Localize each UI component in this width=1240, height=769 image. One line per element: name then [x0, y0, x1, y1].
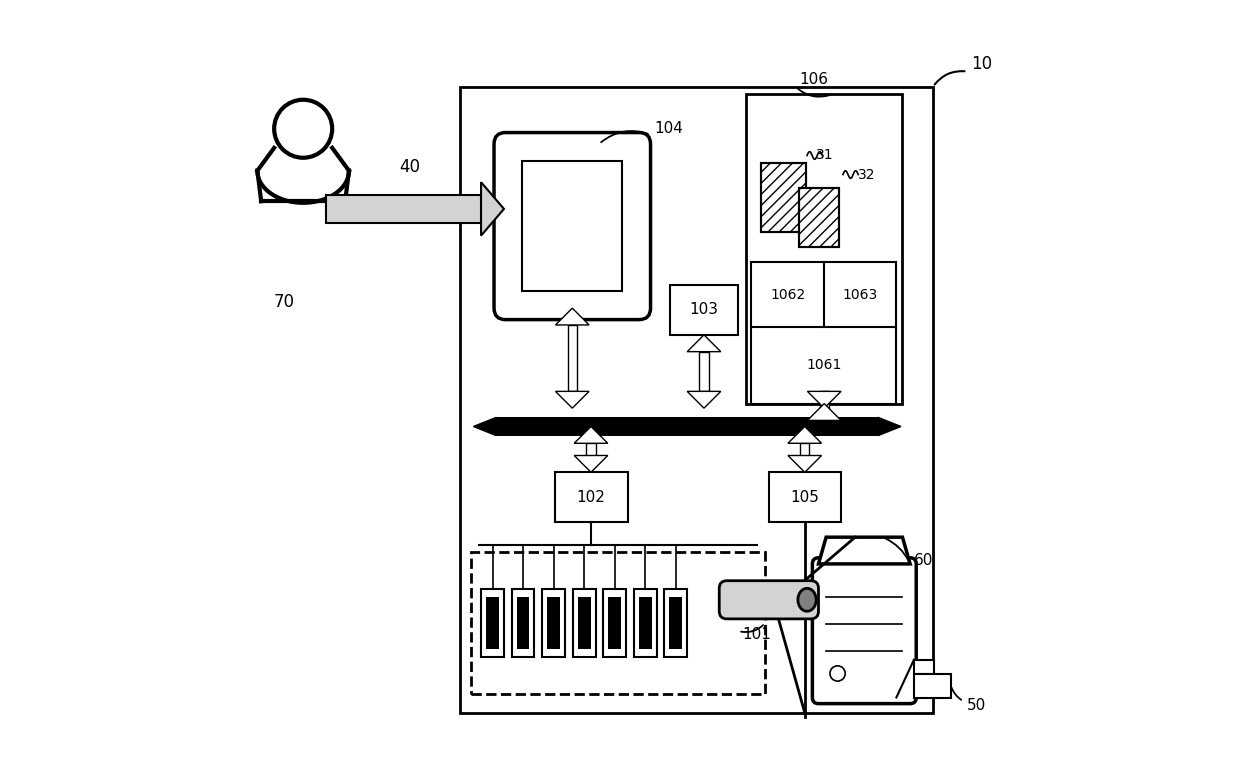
FancyBboxPatch shape — [914, 674, 951, 697]
Bar — [800, 443, 810, 455]
Bar — [820, 391, 828, 421]
Text: 40: 40 — [399, 158, 420, 176]
Bar — [587, 443, 595, 455]
Bar — [761, 163, 806, 231]
FancyBboxPatch shape — [719, 581, 818, 619]
Bar — [578, 597, 590, 649]
Text: 50: 50 — [967, 697, 987, 713]
Polygon shape — [474, 418, 496, 436]
Bar — [481, 589, 503, 657]
Bar — [761, 163, 806, 231]
Text: 101: 101 — [743, 628, 771, 642]
Bar — [634, 589, 657, 657]
Text: 1062: 1062 — [770, 288, 805, 301]
Bar — [800, 188, 839, 247]
Text: 70: 70 — [274, 293, 295, 311]
Bar — [573, 589, 595, 657]
FancyBboxPatch shape — [812, 558, 916, 704]
Text: 10: 10 — [971, 55, 992, 73]
Text: 104: 104 — [655, 122, 683, 136]
Bar — [609, 597, 621, 649]
Polygon shape — [787, 455, 822, 472]
Bar — [751, 262, 897, 404]
Bar — [639, 597, 651, 649]
Polygon shape — [687, 391, 720, 408]
Bar — [800, 188, 839, 247]
Bar — [699, 351, 708, 391]
Polygon shape — [556, 308, 589, 325]
Polygon shape — [807, 404, 841, 421]
Polygon shape — [878, 418, 901, 436]
FancyBboxPatch shape — [460, 87, 932, 713]
Text: 32: 32 — [858, 168, 875, 181]
Text: 102: 102 — [577, 490, 605, 505]
Bar — [914, 660, 934, 674]
Text: 31: 31 — [816, 148, 833, 162]
Bar — [746, 95, 903, 404]
Polygon shape — [687, 335, 720, 351]
Bar — [517, 597, 529, 649]
Bar — [547, 597, 560, 649]
Bar — [512, 589, 534, 657]
Text: 1063: 1063 — [842, 288, 878, 301]
Ellipse shape — [797, 588, 816, 611]
Text: 60: 60 — [914, 553, 934, 568]
Bar — [665, 589, 687, 657]
Polygon shape — [574, 427, 608, 443]
Polygon shape — [481, 182, 503, 235]
Text: 1061: 1061 — [806, 358, 842, 372]
Bar — [471, 552, 765, 694]
Bar — [542, 589, 565, 657]
Polygon shape — [787, 427, 822, 443]
Bar — [496, 418, 878, 436]
Bar — [670, 597, 682, 649]
Polygon shape — [574, 455, 608, 472]
Bar — [568, 325, 577, 391]
Polygon shape — [818, 538, 910, 564]
Text: 105: 105 — [790, 490, 820, 505]
Bar — [556, 472, 627, 522]
Bar — [603, 589, 626, 657]
Bar — [522, 161, 622, 291]
FancyBboxPatch shape — [494, 132, 651, 320]
Polygon shape — [807, 391, 841, 408]
Text: 103: 103 — [689, 302, 718, 317]
Polygon shape — [556, 391, 589, 408]
Bar — [670, 285, 738, 335]
Bar — [326, 195, 481, 223]
Bar — [486, 597, 498, 649]
Bar — [769, 472, 842, 522]
Text: 106: 106 — [800, 72, 828, 87]
